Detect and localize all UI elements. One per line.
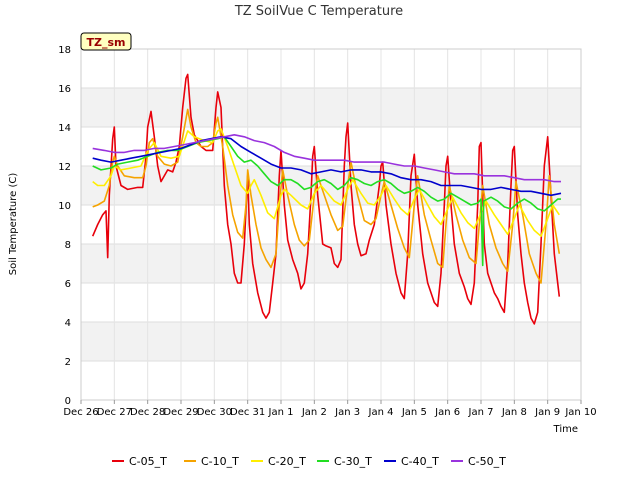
y-tick-label: 14 <box>58 123 71 134</box>
series-line-c-10-t <box>92 108 561 284</box>
y-tick-label: 12 <box>58 162 71 173</box>
series-line-c-50-t <box>92 134 561 183</box>
y-tick-label: 2 <box>65 357 71 368</box>
x-tick-label: Jan 5 <box>401 407 427 418</box>
site-badge: TZ_sm <box>80 32 132 51</box>
background-band <box>81 322 581 361</box>
x-axis-title: Time <box>553 424 578 435</box>
y-tick-label: 18 <box>58 45 71 56</box>
y-tick-label: 10 <box>58 201 71 212</box>
y-tick-label: 8 <box>65 240 71 251</box>
background-band <box>81 166 581 205</box>
y-tick-label: 0 <box>65 396 71 407</box>
legend-label: C-05_T <box>129 455 167 468</box>
x-tick-label: Jan 4 <box>368 407 394 418</box>
site-badge-label: TZ_sm <box>87 36 126 49</box>
plot-frame <box>80 48 582 401</box>
chart-title: TZ SoilVue C Temperature <box>234 4 403 19</box>
x-tick-label: Dec 29 <box>163 407 198 418</box>
y-tick-label: 6 <box>65 279 71 290</box>
legend-label: C-50_T <box>468 455 506 468</box>
x-tick-label: Dec 28 <box>130 407 165 418</box>
series-line-c-20-t <box>92 128 560 237</box>
x-tick-label: Jan 6 <box>434 407 460 418</box>
x-tick-label: Jan 7 <box>468 407 494 418</box>
x-tick-label: Dec 30 <box>197 407 232 418</box>
x-tick-label: Jan 10 <box>564 407 596 418</box>
site-badge-box <box>80 32 132 51</box>
x-tick-label: Jan 2 <box>301 407 327 418</box>
legend-label: C-30_T <box>334 455 372 468</box>
legend-label: C-20_T <box>268 455 306 468</box>
background-band <box>81 88 581 127</box>
y-tick-label: 16 <box>58 84 71 95</box>
legend: C-05_T C-10_T C-20_T C-30_T C-40_T C-50_T <box>112 455 506 468</box>
y-tick-label: 4 <box>65 318 71 329</box>
x-tick-label: Dec 27 <box>97 407 132 418</box>
x-tick-label: Dec 26 <box>63 407 98 418</box>
x-tick-label: Dec 31 <box>230 407 265 418</box>
series-line-c-40-t <box>92 136 562 197</box>
x-tick-label: Jan 1 <box>268 407 294 418</box>
y-axis-title: Soil Temperature (C) <box>8 173 19 276</box>
legend-label: C-40_T <box>401 455 439 468</box>
series-lines <box>91 73 562 325</box>
series-line-c-05-t <box>91 73 561 325</box>
x-tick-label: Jan 3 <box>334 407 360 418</box>
y-axis: 0 2 4 6 8 10 12 14 16 18 <box>58 45 71 407</box>
x-tick-label: Jan 9 <box>534 407 560 418</box>
legend-label: C-10_T <box>201 455 239 468</box>
x-tick-label: Jan 8 <box>501 407 527 418</box>
plot-background-bands <box>81 88 581 361</box>
